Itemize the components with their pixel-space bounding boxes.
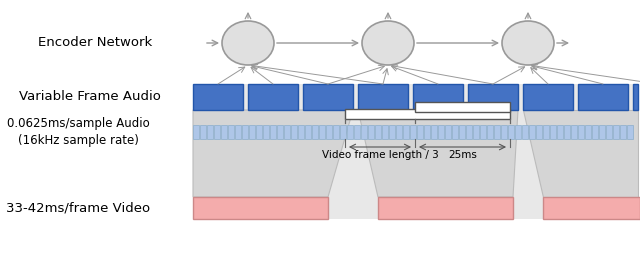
Bar	[263, 125, 269, 139]
Bar	[403, 125, 409, 139]
Bar	[193, 197, 328, 219]
Bar	[543, 197, 640, 219]
Text: 33-42ms/frame Video: 33-42ms/frame Video	[6, 202, 150, 214]
Bar	[358, 84, 408, 110]
Bar	[193, 84, 243, 110]
Bar	[248, 84, 298, 110]
Text: Variable Frame Audio: Variable Frame Audio	[19, 90, 161, 103]
Bar	[536, 125, 542, 139]
Bar	[298, 125, 304, 139]
Bar	[508, 125, 514, 139]
Bar	[468, 84, 518, 110]
Bar	[585, 125, 591, 139]
Bar	[417, 125, 423, 139]
Ellipse shape	[362, 21, 414, 65]
Bar	[228, 125, 234, 139]
Bar	[375, 125, 381, 139]
Polygon shape	[193, 110, 353, 197]
Bar	[501, 125, 507, 139]
Polygon shape	[523, 110, 638, 197]
Bar	[303, 84, 353, 110]
Bar	[319, 125, 325, 139]
Bar	[529, 125, 535, 139]
Bar	[494, 125, 500, 139]
Bar	[347, 125, 353, 139]
Bar	[413, 84, 463, 110]
Bar	[235, 125, 241, 139]
Bar	[592, 125, 598, 139]
Bar	[214, 125, 220, 139]
Bar	[473, 125, 479, 139]
Bar	[627, 125, 633, 139]
Bar	[564, 125, 570, 139]
Text: Encoder Network: Encoder Network	[38, 37, 152, 50]
Bar	[431, 125, 437, 139]
Bar	[578, 125, 584, 139]
Bar	[415, 102, 510, 112]
Bar	[333, 125, 339, 139]
Bar	[459, 125, 465, 139]
Bar	[361, 125, 367, 139]
Bar	[284, 125, 290, 139]
Bar	[445, 125, 451, 139]
Text: 25ms: 25ms	[448, 150, 477, 160]
Text: 0.0625ms/sample Audio
(16kHz sample rate): 0.0625ms/sample Audio (16kHz sample rate…	[6, 117, 149, 147]
Bar	[207, 125, 213, 139]
Polygon shape	[358, 110, 518, 197]
Bar	[620, 125, 626, 139]
Bar	[193, 84, 638, 219]
Ellipse shape	[502, 21, 554, 65]
Bar	[606, 125, 612, 139]
Bar	[466, 125, 472, 139]
Bar	[452, 125, 458, 139]
Bar	[487, 125, 493, 139]
Bar	[291, 125, 297, 139]
Bar	[633, 84, 638, 110]
Bar	[200, 125, 206, 139]
Bar	[242, 125, 248, 139]
Ellipse shape	[222, 21, 274, 65]
Bar	[424, 125, 430, 139]
Text: Video frame length / 3: Video frame length / 3	[322, 150, 438, 160]
Bar	[389, 125, 395, 139]
Bar	[410, 125, 416, 139]
Bar	[515, 125, 521, 139]
Bar	[354, 125, 360, 139]
Bar	[277, 125, 283, 139]
Bar	[312, 125, 318, 139]
Bar	[193, 125, 199, 139]
Bar	[305, 125, 311, 139]
Bar	[340, 125, 346, 139]
Bar	[599, 125, 605, 139]
Bar	[249, 125, 255, 139]
Bar	[378, 197, 513, 219]
Bar	[543, 125, 549, 139]
Bar	[368, 125, 374, 139]
Bar	[550, 125, 556, 139]
Bar	[522, 125, 528, 139]
Bar	[345, 109, 510, 119]
Bar	[396, 125, 402, 139]
Bar	[270, 125, 276, 139]
Bar	[326, 125, 332, 139]
Bar	[382, 125, 388, 139]
Bar	[480, 125, 486, 139]
Bar	[571, 125, 577, 139]
Bar	[557, 125, 563, 139]
Bar	[613, 125, 619, 139]
Bar	[578, 84, 628, 110]
Bar	[438, 125, 444, 139]
Bar	[256, 125, 262, 139]
Bar	[523, 84, 573, 110]
Bar	[221, 125, 227, 139]
